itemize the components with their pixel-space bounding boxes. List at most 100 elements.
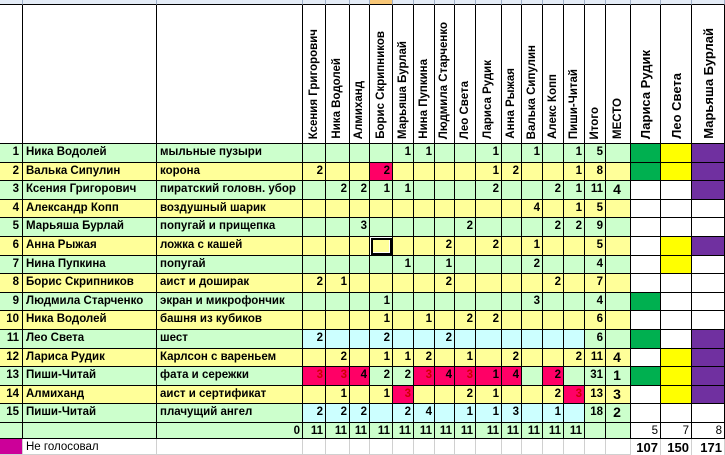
place-cell[interactable] [606,199,631,219]
vote-cell[interactable]: 2 [435,236,455,256]
item-name[interactable]: попугай и прищепка [157,218,303,237]
vote-cell[interactable]: 1 [326,274,350,293]
vote-cell[interactable]: 2 [393,367,414,386]
row-number[interactable]: 12 [0,348,23,368]
vote-cell[interactable] [543,162,564,182]
total-cell[interactable]: 4 [585,292,606,312]
vote-cell[interactable] [326,311,350,330]
vote-count[interactable]: 11 [350,422,370,439]
judge-mark-cell[interactable] [692,292,725,312]
vote-cell[interactable]: 3 [522,292,543,312]
vote-cell[interactable] [564,367,585,386]
row-number[interactable]: 8 [0,274,23,293]
vote-cell[interactable]: 1 [522,144,543,163]
judge-mark-cell[interactable] [692,255,725,275]
vote-cell[interactable]: 3 [564,385,585,405]
vote-cell[interactable] [502,236,522,256]
item-name[interactable]: пиратский головн. убор [157,181,303,200]
vote-cell[interactable] [522,329,543,349]
vote-cell[interactable]: 1 [393,348,414,368]
vote-cell[interactable] [350,311,370,330]
vote-cell[interactable] [350,199,370,219]
empty-cell[interactable] [585,438,606,455]
vote-cell[interactable] [476,218,502,237]
vote-cell[interactable] [564,255,585,275]
vote-cell[interactable]: 2 [393,404,414,423]
vote-cell[interactable] [543,329,564,349]
vote-cell[interactable] [370,199,393,219]
item-name[interactable]: экран и микрофончик [157,292,303,312]
place-cell[interactable]: 1 [606,367,631,386]
vote-count[interactable]: 11 [455,422,476,439]
vote-cell[interactable] [370,255,393,275]
vote-cell[interactable] [522,162,543,182]
column-letter-header[interactable] [393,0,414,5]
vote-cell[interactable] [476,329,502,349]
vote-cell[interactable]: 2 [476,236,502,256]
empty-cell[interactable] [543,438,564,455]
participant-name[interactable]: Борис Скрипников [23,274,157,293]
vote-cell[interactable]: 1 [564,181,585,200]
judge-mark-cell[interactable] [661,311,692,330]
vote-cell[interactable] [543,292,564,312]
place-cell[interactable] [606,218,631,237]
vote-cell[interactable] [522,385,543,405]
vote-cell[interactable]: 2 [303,274,326,293]
place-cell[interactable] [606,144,631,163]
row-number[interactable]: 13 [0,367,23,386]
participant-name[interactable]: Пиши-Читай [23,367,157,386]
judge-mark-cell[interactable] [692,144,725,163]
judge-mark-cell[interactable] [692,311,725,330]
vote-cell[interactable] [476,348,502,368]
place-cell[interactable] [606,255,631,275]
item-name[interactable]: корона [157,162,303,182]
vote-cell[interactable]: 2 [303,404,326,423]
empty-cell[interactable] [435,438,455,455]
vote-cell[interactable] [435,162,455,182]
column-letter-header[interactable] [23,0,157,5]
judge-mark-cell[interactable] [631,292,661,312]
vote-cell[interactable] [435,348,455,368]
judge-mark-cell[interactable] [661,236,692,256]
judge-mark-cell[interactable] [692,162,725,182]
column-letter-header[interactable] [303,0,326,5]
vote-cell[interactable]: 2 [303,329,326,349]
vote-cell[interactable] [350,236,370,256]
judge-mark-cell[interactable] [692,181,725,200]
judge-sum[interactable]: 150 [661,438,692,455]
vote-cell[interactable]: 2 [522,255,543,275]
participant-name[interactable]: Валька Сипулин [23,162,157,182]
vote-cell[interactable] [393,218,414,237]
vote-cell[interactable] [435,218,455,237]
vote-cell[interactable] [414,274,435,293]
row-number[interactable]: 14 [0,385,23,405]
vote-cell[interactable]: 2 [543,367,564,386]
total-cell[interactable]: 4 [585,255,606,275]
vote-cell[interactable]: 3 [414,367,435,386]
participant-name[interactable]: Анна Рыжая [23,236,157,256]
empty-cell[interactable] [326,438,350,455]
vote-cell[interactable] [543,144,564,163]
vote-cell[interactable]: 2 [455,311,476,330]
vote-cell[interactable]: 3 [502,404,522,423]
vote-count[interactable]: 11 [303,422,326,439]
total-cell[interactable]: 6 [585,311,606,330]
participant-name[interactable]: Александр Копп [23,199,157,219]
vote-cell[interactable]: 4 [350,367,370,386]
judge-mark-cell[interactable] [661,367,692,386]
empty-cell[interactable] [476,438,502,455]
empty-cell[interactable] [157,438,303,455]
judge-mark-cell[interactable] [631,199,661,219]
vote-cell[interactable] [303,236,326,256]
vote-cell[interactable]: 2 [455,218,476,237]
vote-cell[interactable] [543,199,564,219]
vote-cell[interactable] [502,311,522,330]
judge-sum[interactable]: 171 [692,438,725,455]
vote-cell[interactable] [502,199,522,219]
vote-cell[interactable]: 3 [326,367,350,386]
vote-cell[interactable]: 1 [476,385,502,405]
vote-cell[interactable] [435,144,455,163]
judge-mark-cell[interactable] [661,199,692,219]
vote-cell[interactable] [393,274,414,293]
total-cell[interactable]: 6 [585,329,606,349]
